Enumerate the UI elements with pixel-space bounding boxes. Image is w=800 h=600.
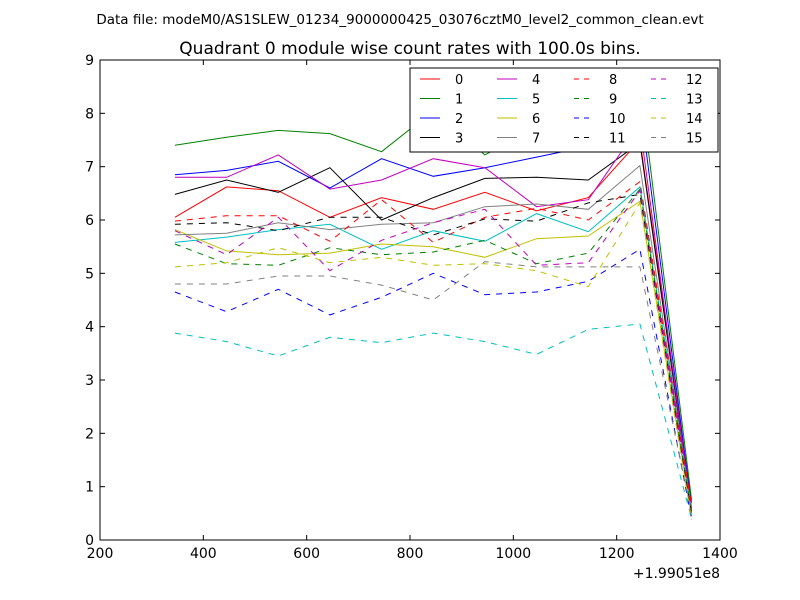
legend-label-13: 13 <box>686 93 703 108</box>
y-tick-label: 8 <box>85 106 94 122</box>
series-line-9 <box>174 187 693 514</box>
x-tick-label: 800 <box>397 546 424 562</box>
legend-label-1: 1 <box>455 93 463 108</box>
y-tick-label: 5 <box>85 266 94 282</box>
chart-title: Quadrant 0 module wise count rates with … <box>179 39 640 59</box>
y-tick-label: 3 <box>85 373 94 389</box>
y-tick-label: 0 <box>85 533 94 549</box>
legend-label-5: 5 <box>532 93 540 108</box>
legend-label-14: 14 <box>686 112 703 127</box>
series-line-13 <box>174 323 693 519</box>
y-tick-label: 7 <box>85 160 94 176</box>
legend-label-7: 7 <box>532 132 540 147</box>
series-line-14 <box>174 201 693 520</box>
legend-label-8: 8 <box>609 73 617 88</box>
series-line-4 <box>174 123 693 511</box>
legend-label-4: 4 <box>532 73 540 88</box>
legend-label-12: 12 <box>686 73 703 88</box>
x-offset-label: +1.99051e8 <box>633 566 720 582</box>
y-tick-label: 2 <box>85 426 94 442</box>
y-tick-label: 6 <box>85 213 94 229</box>
y-tick-label: 1 <box>85 480 94 496</box>
x-tick-label: 1000 <box>496 546 532 562</box>
series-line-7 <box>174 164 693 511</box>
legend-label-0: 0 <box>455 73 463 88</box>
series-line-8 <box>174 180 693 506</box>
series-line-3 <box>174 141 693 510</box>
legend-label-2: 2 <box>455 112 463 127</box>
series-line-11 <box>174 193 693 514</box>
legend-label-11: 11 <box>609 132 626 147</box>
series-layer <box>174 78 693 520</box>
y-tick-label: 9 <box>85 53 94 69</box>
series-line-5 <box>174 185 693 509</box>
y-tick-label: 4 <box>85 320 94 336</box>
series-line-10 <box>174 248 693 519</box>
chart-suptitle: Data file: modeM0/AS1SLEW_01234_90000004… <box>96 12 703 28</box>
series-line-15 <box>174 261 693 514</box>
x-tick-label: 1400 <box>702 546 738 562</box>
x-tick-label: 400 <box>190 546 217 562</box>
series-line-12 <box>174 189 693 511</box>
legend-label-3: 3 <box>455 132 463 147</box>
legend-label-10: 10 <box>609 112 626 127</box>
legend-box <box>409 67 719 153</box>
x-tick-label: 1200 <box>599 546 635 562</box>
x-tick-label: 600 <box>293 546 320 562</box>
legend-label-6: 6 <box>532 112 540 127</box>
series-line-6 <box>174 200 693 517</box>
series-line-0 <box>174 138 693 503</box>
x-tick-label: 200 <box>87 546 114 562</box>
legend-label-9: 9 <box>609 93 617 108</box>
legend-label-15: 15 <box>686 132 703 147</box>
